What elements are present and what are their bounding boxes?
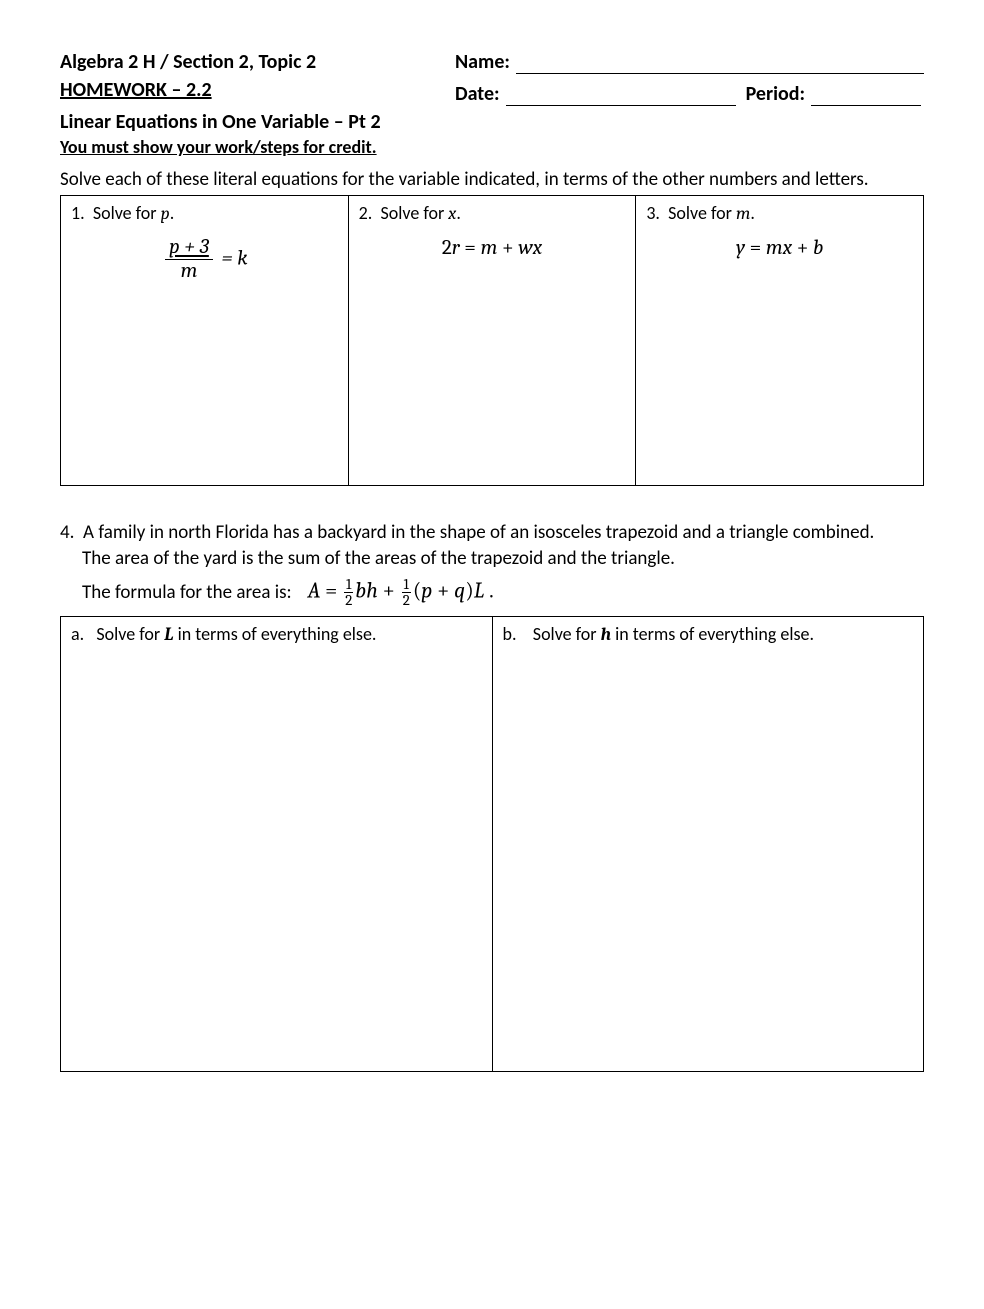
p4a-prompt-text: Solve for <box>96 623 164 645</box>
p4b-num: b. <box>503 623 517 645</box>
problems-row-1: 1. Solve for p. p + 3 m = k 2. Solve for… <box>60 195 924 486</box>
p3-equation: y = mx + b <box>646 236 913 260</box>
p4-formula-label: The formula for the area is: <box>82 581 292 604</box>
date-label: Date: <box>455 82 500 106</box>
course-title: Algebra 2 H / Section 2, Topic 2 <box>60 50 455 74</box>
p1-var: p <box>161 203 170 224</box>
problem-1-prompt: 1. Solve for p. <box>71 202 338 224</box>
problem-1-cell: 1. Solve for p. p + 3 m = k <box>61 196 349 486</box>
p3-num: 3. <box>646 202 660 224</box>
p1-rhs: = k <box>217 247 248 271</box>
p1-fraction: p + 3 m <box>165 236 213 283</box>
problem-4b-prompt: b. Solve for h in terms of everything el… <box>503 623 914 645</box>
name-field: Name: <box>455 50 924 74</box>
header-row-1: Algebra 2 H / Section 2, Topic 2 Name: <box>60 50 924 74</box>
problem-3-cell: 3. Solve for m. y = mx + b <box>636 196 924 486</box>
problem-4a-cell: a. Solve for L in terms of everything el… <box>61 617 493 1072</box>
problem-4a-prompt: a. Solve for L in terms of everything el… <box>71 623 482 645</box>
problem-2-cell: 2. Solve for x. 2r = m + wx <box>348 196 636 486</box>
p1-prompt-text: Solve for <box>93 202 161 224</box>
p4a-num: a. <box>71 623 84 645</box>
problems-row-2: a. Solve for L in terms of everything el… <box>60 616 924 1072</box>
instructions: Solve each of these literal equations fo… <box>60 168 924 191</box>
p2-equation: 2r = m + wx <box>359 236 626 260</box>
p3-period: . <box>750 202 755 224</box>
name-blank[interactable] <box>516 56 924 74</box>
p2-period: . <box>456 202 461 224</box>
p3-prompt-text: Solve for <box>668 202 736 224</box>
problem-4-formula-row: The formula for the area is: A = 1 2 bh … <box>60 577 924 608</box>
p4-half2: 1 2 <box>402 577 411 608</box>
period-blank[interactable] <box>811 88 921 106</box>
p3-var: m <box>736 203 750 224</box>
p1-numerator: p + 3 <box>165 236 213 260</box>
p4b-var: h <box>601 624 611 645</box>
p4-num: 4. <box>60 521 74 544</box>
p1-period: . <box>170 202 175 224</box>
header-row-2: HOMEWORK – 2.2 Date: Period: <box>60 78 924 106</box>
p4-half1: 1 2 <box>344 577 353 608</box>
period-label: Period: <box>746 82 805 106</box>
date-blank[interactable] <box>506 88 736 106</box>
worksheet-page: Algebra 2 H / Section 2, Topic 2 Name: H… <box>0 0 984 1132</box>
p2-eq-text: r <box>452 236 460 260</box>
p4a-var: L <box>164 624 173 645</box>
problem-4-line1: 4. A family in north Florida has a backy… <box>60 520 924 546</box>
p1-num: 1. <box>71 202 85 224</box>
p2-num: 2. <box>359 202 373 224</box>
problem-4b-cell: b. Solve for h in terms of everything el… <box>492 617 924 1072</box>
p4b-rest: in terms of everything else. <box>611 623 814 645</box>
p4a-rest: in terms of everything else. <box>174 623 377 645</box>
p1-equation: p + 3 m = k <box>71 236 338 283</box>
p4b-prompt-text: Solve for <box>533 623 601 645</box>
name-label: Name: <box>455 50 510 74</box>
problem-3-prompt: 3. Solve for m. <box>646 202 913 224</box>
date-period-field: Date: Period: <box>455 78 924 106</box>
credit-note: You must show your work/steps for credit… <box>60 136 924 158</box>
problem-2-prompt: 2. Solve for x. <box>359 202 626 224</box>
topic-subtitle: Linear Equations in One Variable – Pt 2 <box>60 110 924 134</box>
p4-line1-text: A family in north Florida has a backyard… <box>83 521 874 544</box>
p1-denominator: m <box>165 260 213 283</box>
homework-title: HOMEWORK – 2.2 <box>60 78 455 102</box>
p4-formula: A = 1 2 bh + 1 2 (p + q)L . <box>308 577 494 608</box>
p2-prompt-text: Solve for <box>380 202 448 224</box>
problem-4-line2: The area of the yard is the sum of the a… <box>60 546 924 572</box>
